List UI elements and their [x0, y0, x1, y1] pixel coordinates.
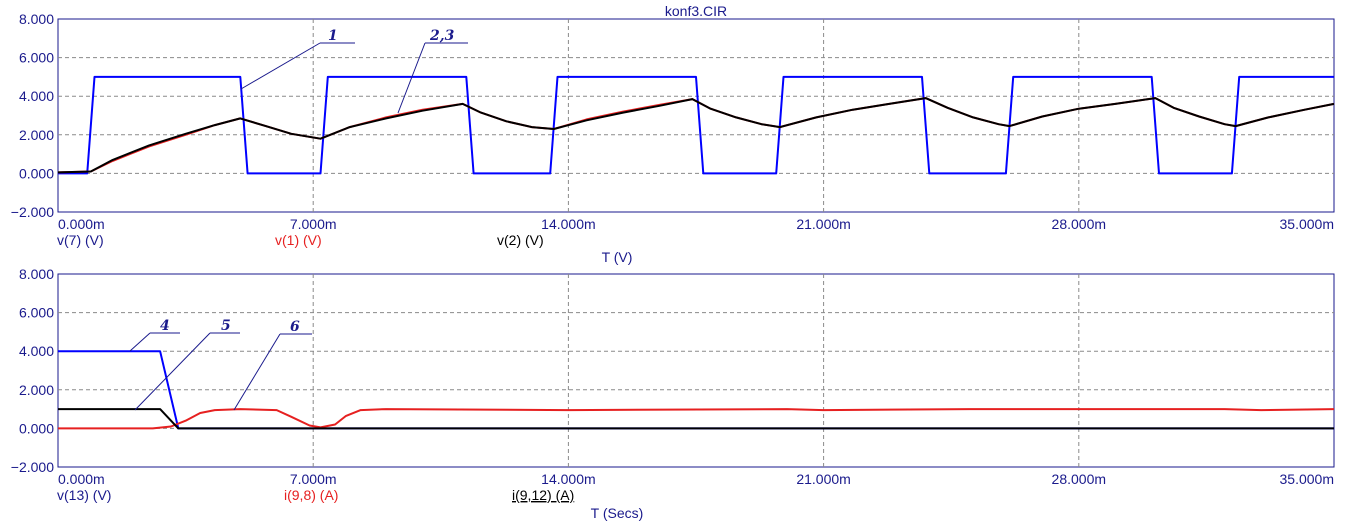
bottom-plot-frame	[57, 273, 1335, 468]
x-tick-label: 28.000m	[1052, 471, 1106, 487]
legend-label: i(9,12) (A)	[512, 487, 574, 503]
curve-label-6: 6	[233, 319, 312, 411]
bottom-legend: v(13) (V) i(9,8) (A) i(9,12) (A)	[57, 487, 574, 503]
x-tick-label: 35.000m	[1280, 216, 1334, 232]
top-plot-frame	[57, 18, 1335, 213]
curve-label-4-leader	[129, 332, 151, 352]
x-tick-label: 28.000m	[1052, 216, 1106, 232]
top-legend: v(7) (V) v(1) (V) v(2) (V)	[57, 232, 544, 248]
top-series	[57, 75, 1335, 175]
series-line	[58, 75, 1334, 175]
curve-label-5-text: 5	[221, 318, 231, 334]
curve-label-1: 1	[240, 28, 355, 90]
y-tick-label: −2.000	[11, 459, 54, 475]
y-tick-label: 6.000	[19, 305, 54, 321]
curve-label-1-text: 1	[328, 28, 338, 44]
x-tick-label: 7.000m	[290, 216, 337, 232]
bottom-panel: 8.000 6.000 4.000 2.000 0.000 −2.000 0.000m 7.…	[11, 266, 1335, 521]
x-tick-label: 21.000m	[796, 471, 850, 487]
series-line	[58, 408, 1335, 430]
y-tick-label: 8.000	[19, 266, 54, 282]
series-line	[57, 97, 1335, 174]
bottom-x-axis-label: T (Secs)	[591, 505, 644, 521]
bottom-y-ticks: 8.000 6.000 4.000 2.000 0.000 −2.000	[11, 266, 54, 475]
curve-label-2-3-leader	[397, 42, 426, 114]
x-tick-label: 14.000m	[541, 471, 595, 487]
x-tick-label: 0.000m	[58, 471, 105, 487]
x-tick-label: 7.000m	[290, 471, 337, 487]
curve-label-6-text: 6	[290, 319, 300, 335]
curve-label-5: 5	[134, 318, 240, 411]
curve-label-5-leader	[134, 332, 211, 411]
top-y-ticks: 8.000 6.000 4.000 2.000 0.000 −2.000	[11, 11, 54, 220]
curve-label-1-leader	[240, 42, 321, 90]
legend-label: v(2) (V)	[497, 232, 544, 248]
x-tick-label: 35.000m	[1280, 471, 1334, 487]
bottom-grid	[58, 274, 1334, 467]
top-grid	[58, 19, 1334, 212]
x-tick-label: 21.000m	[796, 216, 850, 232]
curve-label-2-3: 2,3	[397, 28, 468, 114]
legend-label: v(7) (V)	[57, 232, 104, 248]
legend-label: v(13) (V)	[57, 487, 111, 503]
legend-label: v(1) (V)	[275, 232, 322, 248]
curve-label-2-3-text: 2,3	[429, 28, 455, 44]
curve-label-4: 4	[129, 318, 180, 352]
y-tick-label: 2.000	[19, 382, 54, 398]
top-x-axis-label: T (V)	[602, 249, 633, 265]
y-tick-label: 2.000	[19, 127, 54, 143]
x-tick-label: 0.000m	[58, 216, 105, 232]
legend-label: i(9,8) (A)	[284, 487, 338, 503]
chart-title: konf3.CIR	[665, 3, 727, 19]
y-tick-label: 6.000	[19, 50, 54, 66]
top-x-ticks: 0.000m 7.000m 14.000m 21.000m 28.000m 35.000m	[58, 216, 1334, 232]
series-line	[58, 408, 1334, 430]
y-tick-label: 4.000	[19, 88, 54, 104]
x-tick-label: 14.000m	[541, 216, 595, 232]
bottom-series	[58, 350, 1335, 430]
curve-label-6-leader	[233, 333, 281, 411]
y-tick-label: 0.000	[19, 165, 54, 181]
y-tick-label: 0.000	[19, 420, 54, 436]
y-tick-label: −2.000	[11, 204, 54, 220]
bottom-x-ticks: 0.000m 7.000m 14.000m 21.000m 28.000m 35.000m	[58, 471, 1334, 487]
top-panel: konf3.CIR 8.000 6.000 4.000 2.000 0.000 −2.00…	[11, 3, 1335, 265]
curve-label-4-text: 4	[160, 318, 170, 334]
y-tick-label: 4.000	[19, 343, 54, 359]
y-tick-label: 8.000	[19, 11, 54, 27]
